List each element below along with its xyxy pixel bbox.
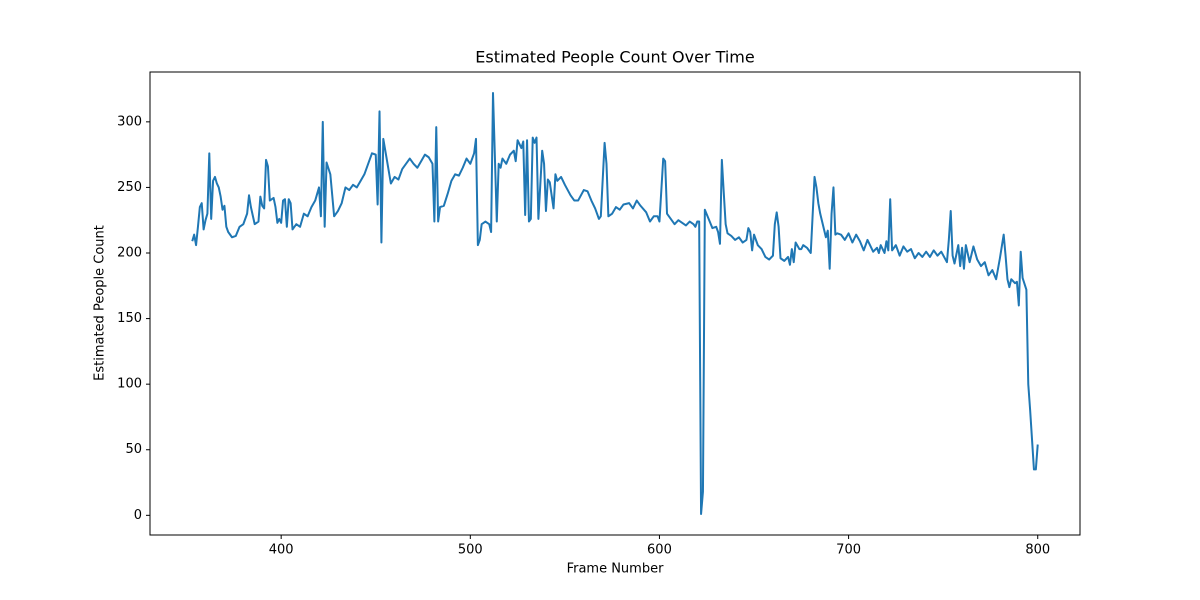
- y-tick-label: 150: [117, 311, 142, 326]
- x-tick-label: 600: [647, 543, 672, 558]
- plot-frame: [149, 71, 1081, 536]
- y-tick-label: 100: [117, 377, 142, 392]
- chart-title: Estimated People Count Over Time: [475, 48, 754, 67]
- y-tick-label: 250: [117, 180, 142, 195]
- x-tick-label: 500: [458, 543, 483, 558]
- y-tick-label: 200: [117, 246, 142, 261]
- x-tick-label: 800: [1025, 543, 1050, 558]
- y-tick-label: 300: [117, 114, 142, 129]
- x-tick-label: 700: [836, 543, 861, 558]
- y-tick-label: 50: [125, 442, 142, 457]
- x-tick-label: 400: [269, 543, 294, 558]
- y-tick-label: 0: [134, 508, 142, 523]
- x-axis-label: Frame Number: [567, 562, 665, 577]
- y-axis-label: Estimated People Count: [93, 225, 108, 381]
- data-line: [191, 91, 1039, 516]
